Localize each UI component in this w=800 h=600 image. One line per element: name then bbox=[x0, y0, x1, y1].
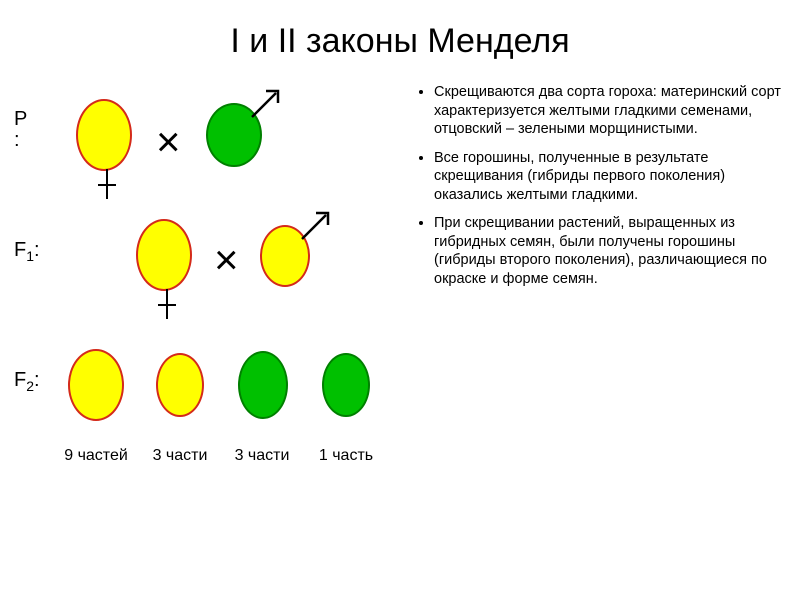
pea-f2-1 bbox=[68, 349, 124, 421]
female-icon bbox=[156, 289, 178, 323]
mendel-diagram: P: F1: F2: × × bbox=[8, 81, 408, 541]
list-item: Все горошины, полученные в результате ск… bbox=[434, 149, 782, 205]
label-p: P: bbox=[14, 109, 27, 151]
pea-f1-female bbox=[136, 219, 192, 291]
page-title: I и II законы Менделя bbox=[0, 0, 800, 61]
ratio-1: 9 частей bbox=[56, 447, 136, 465]
male-icon bbox=[248, 87, 282, 121]
cross-icon: × bbox=[156, 121, 181, 163]
description-column: Скрещиваются два сорта гороха: материнск… bbox=[408, 81, 782, 541]
list-item: Скрещиваются два сорта гороха: материнск… bbox=[434, 83, 782, 139]
ratio-3: 3 части bbox=[224, 447, 300, 465]
label-f2: F2: bbox=[14, 369, 40, 394]
pea-p-female bbox=[76, 99, 132, 171]
ratio-2: 3 части bbox=[142, 447, 218, 465]
cross-icon: × bbox=[214, 239, 239, 281]
content-row: P: F1: F2: × × bbox=[0, 61, 800, 541]
male-icon bbox=[298, 209, 332, 243]
pea-f2-3 bbox=[238, 351, 288, 419]
list-item: При скрещивании растений, выращенных из … bbox=[434, 214, 782, 288]
pea-f2-4 bbox=[322, 353, 370, 417]
female-icon bbox=[96, 169, 118, 203]
pea-f2-2 bbox=[156, 353, 204, 417]
ratio-4: 1 часть bbox=[308, 447, 384, 465]
bullet-list: Скрещиваются два сорта гороха: материнск… bbox=[416, 83, 782, 288]
label-f1: F1: bbox=[14, 239, 40, 264]
